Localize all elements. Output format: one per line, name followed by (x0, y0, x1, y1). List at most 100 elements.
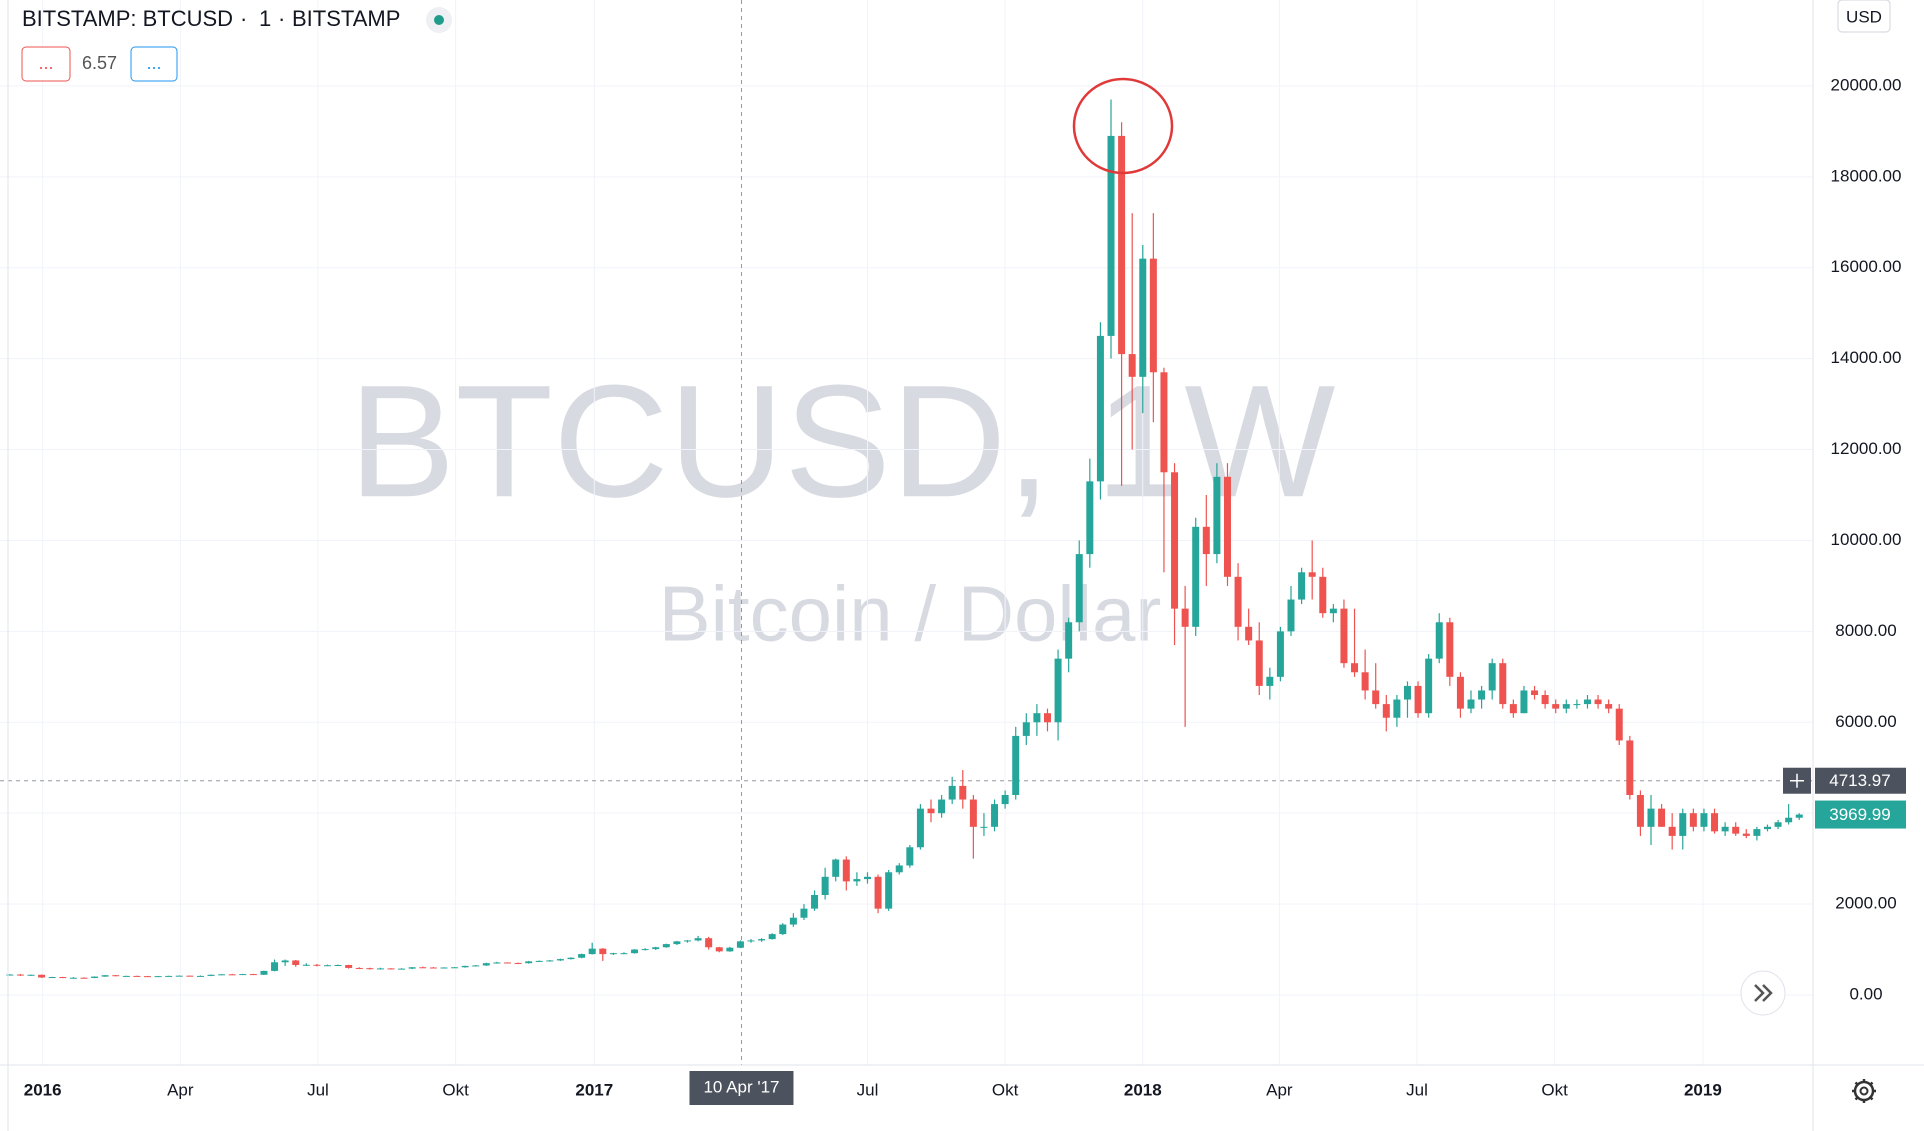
candle-body (334, 965, 342, 966)
candle-body (938, 799, 946, 814)
candle-body (1298, 572, 1306, 600)
candle-body (715, 947, 723, 952)
candle-body (249, 974, 257, 976)
candle-body (1075, 554, 1083, 623)
candle-body (578, 954, 586, 958)
x-tick-label: 2019 (1684, 1080, 1722, 1099)
candle-body (1266, 676, 1274, 686)
candle-body (1308, 572, 1316, 577)
candle-body (398, 968, 406, 970)
candle-body (1065, 622, 1073, 659)
candle-body (1700, 813, 1708, 827)
crosshair-x-label-bg (689, 1071, 794, 1105)
x-tick-label: Okt (992, 1080, 1019, 1099)
candle-body (1022, 722, 1030, 736)
candle-body (1202, 526, 1210, 555)
currency-box[interactable] (1837, 0, 1891, 33)
candle-body (313, 964, 321, 966)
candle-body (1742, 833, 1750, 836)
candle-body (16, 974, 24, 976)
candle-body (959, 785, 967, 800)
candle-body (1531, 690, 1539, 695)
candle-body (599, 948, 607, 955)
candle-body (535, 960, 543, 962)
indicator-button[interactable] (21, 46, 71, 82)
crosshair-y-label: 4713.97 (1829, 771, 1890, 790)
y-tick-label: 2000.00 (1835, 894, 1896, 913)
candle-body (1276, 631, 1284, 677)
candle-body (101, 975, 109, 977)
candle-body (567, 957, 575, 960)
candle-body (1615, 708, 1623, 741)
candle-body (186, 975, 194, 977)
y-tick-label: 12000.00 (1831, 439, 1902, 458)
candle-body (1763, 826, 1771, 830)
candle-body (260, 970, 268, 975)
candle-body (1319, 576, 1327, 614)
candle-body (1721, 826, 1729, 832)
candle-body (991, 804, 999, 827)
indicator-button[interactable] (130, 46, 178, 82)
candle-body (387, 968, 395, 970)
candle-body (1658, 808, 1666, 827)
candle-body (779, 924, 787, 935)
candle-body (758, 939, 766, 941)
candle-body (1107, 135, 1115, 336)
candle-body (1583, 699, 1591, 705)
candle-body (429, 967, 437, 969)
plus-icon (1790, 773, 1804, 788)
candle-body (694, 938, 702, 941)
candle-body (440, 967, 448, 969)
candle-body (239, 974, 247, 976)
candle-body (683, 940, 691, 942)
candle-body (302, 964, 310, 966)
candle-body (1096, 335, 1104, 482)
candle-body (1287, 599, 1295, 632)
scroll-icon (1754, 984, 1773, 1002)
candle-body (1414, 685, 1422, 714)
candle-body (207, 974, 215, 976)
candle-body (1636, 795, 1644, 827)
candle-body (1171, 472, 1179, 609)
candle-body (1054, 658, 1062, 723)
candle-body (345, 965, 353, 968)
y-tick-label: 16000.00 (1831, 257, 1902, 276)
x-tick-label: 2017 (575, 1080, 613, 1099)
candle-body (546, 960, 554, 962)
last-price-label: 3969.99 (1829, 805, 1890, 824)
candle-body (1785, 817, 1793, 823)
candle-body (1160, 372, 1168, 473)
candle-body (906, 847, 914, 866)
scroll-button[interactable] (1740, 970, 1786, 1016)
candle-body (1499, 663, 1507, 705)
candle-body (27, 974, 35, 976)
candle-body (1181, 608, 1189, 627)
candle-body (133, 975, 141, 977)
candle-body (662, 944, 670, 948)
candle-body (376, 968, 384, 970)
candle-body (1213, 476, 1221, 555)
interval: 1 (259, 6, 271, 31)
candle-body (948, 785, 956, 800)
candle-body (165, 975, 173, 977)
candle-body (292, 960, 300, 965)
candle-body (609, 953, 617, 955)
candle-body (1340, 608, 1348, 664)
candle-body (408, 967, 416, 969)
y-tick-label: 14000.00 (1831, 348, 1902, 367)
grid-layer (0, 0, 1813, 1065)
settings-button[interactable] (1852, 1079, 1876, 1103)
symbol-title: BITSTAMP: BTCUSD (22, 6, 233, 31)
candle-body (1689, 813, 1697, 827)
candle-body (1149, 258, 1157, 373)
candle-body (1372, 690, 1380, 705)
candle-body (1467, 699, 1475, 709)
candle-body (1234, 576, 1242, 627)
indicator-value: 6.57 (82, 53, 117, 73)
candle-body (154, 976, 162, 978)
candle-body (1520, 690, 1528, 714)
candle-body (1382, 704, 1390, 718)
candle-body (1668, 826, 1676, 836)
candle-body (112, 975, 120, 977)
